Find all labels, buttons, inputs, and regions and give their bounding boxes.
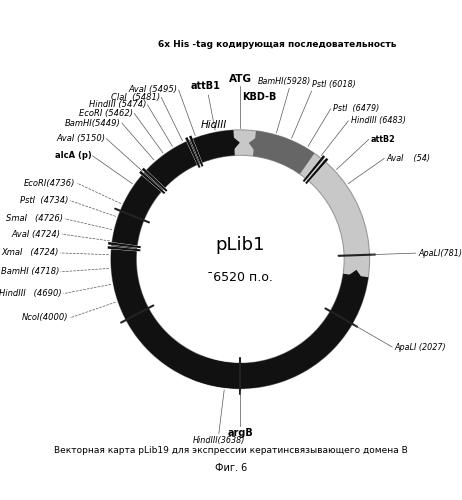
Text: SmaI   (4726): SmaI (4726) — [6, 214, 63, 223]
Text: ATG: ATG — [229, 74, 252, 84]
Text: argB: argB — [227, 428, 253, 438]
Text: HindIII(3638): HindIII(3638) — [193, 436, 245, 445]
Polygon shape — [225, 130, 240, 156]
Polygon shape — [108, 242, 141, 248]
Text: KBD-B: KBD-B — [243, 92, 277, 102]
Text: PstI  (4734): PstI (4734) — [20, 196, 68, 205]
Text: alcA (p): alcA (p) — [55, 152, 91, 160]
Polygon shape — [142, 168, 168, 192]
Polygon shape — [188, 136, 204, 167]
Text: ¯6520 п.о.: ¯6520 п.о. — [207, 271, 273, 284]
Polygon shape — [189, 136, 203, 166]
Text: Векторная карта pLib19 для экспрессии кератинсвязывающего домена B: Векторная карта pLib19 для экспрессии ке… — [54, 446, 408, 456]
Text: NcoI(4000): NcoI(4000) — [22, 314, 68, 322]
Text: PstI  (6479): PstI (6479) — [333, 104, 379, 114]
Text: Фиг. 6: Фиг. 6 — [215, 463, 247, 473]
Text: pLib1: pLib1 — [215, 236, 265, 254]
Text: BamHI(5928): BamHI(5928) — [258, 77, 311, 86]
Polygon shape — [111, 130, 370, 388]
Text: BamHI(5449): BamHI(5449) — [65, 119, 121, 128]
Polygon shape — [185, 137, 201, 168]
Polygon shape — [305, 158, 328, 184]
Text: HindIII   (4690): HindIII (4690) — [0, 289, 62, 298]
Text: EcoRI(4736): EcoRI(4736) — [24, 178, 76, 188]
Polygon shape — [108, 242, 141, 248]
Polygon shape — [237, 363, 250, 388]
Polygon shape — [192, 356, 245, 388]
Polygon shape — [111, 136, 368, 388]
Text: attB2: attB2 — [371, 135, 395, 144]
Text: ApaLI(781): ApaLI(781) — [418, 248, 462, 258]
Text: XmaI   (4724): XmaI (4724) — [1, 248, 59, 258]
Text: AvaI    (54): AvaI (54) — [386, 154, 431, 163]
Text: attB1: attB1 — [191, 82, 221, 92]
Polygon shape — [139, 171, 165, 194]
Polygon shape — [249, 132, 264, 157]
Polygon shape — [142, 168, 167, 192]
Text: BamHI (4718): BamHI (4718) — [1, 268, 59, 276]
Polygon shape — [305, 158, 328, 184]
Text: HidIII: HidIII — [201, 120, 227, 130]
Polygon shape — [303, 155, 325, 182]
Polygon shape — [108, 246, 140, 252]
Polygon shape — [303, 155, 325, 182]
Text: ClaI  (5481): ClaI (5481) — [111, 93, 160, 102]
Polygon shape — [139, 170, 165, 194]
Text: HindIII (6483): HindIII (6483) — [351, 116, 406, 126]
Text: HindIII (5474): HindIII (5474) — [89, 100, 146, 110]
Polygon shape — [108, 246, 140, 252]
Polygon shape — [185, 137, 201, 168]
Text: AvaI (5150): AvaI (5150) — [56, 134, 105, 143]
Text: AvaI (5495): AvaI (5495) — [128, 86, 177, 94]
Text: ApaLI (2027): ApaLI (2027) — [395, 342, 446, 351]
Text: 6x His -tag кодирующая последовательность: 6x His -tag кодирующая последовательност… — [158, 40, 396, 49]
Text: PstI (6018): PstI (6018) — [312, 80, 356, 90]
Polygon shape — [253, 131, 315, 174]
Text: AvaI (4724): AvaI (4724) — [12, 230, 61, 238]
Polygon shape — [342, 270, 367, 285]
Text: EcoRI (5462): EcoRI (5462) — [79, 109, 133, 118]
Polygon shape — [200, 130, 235, 160]
